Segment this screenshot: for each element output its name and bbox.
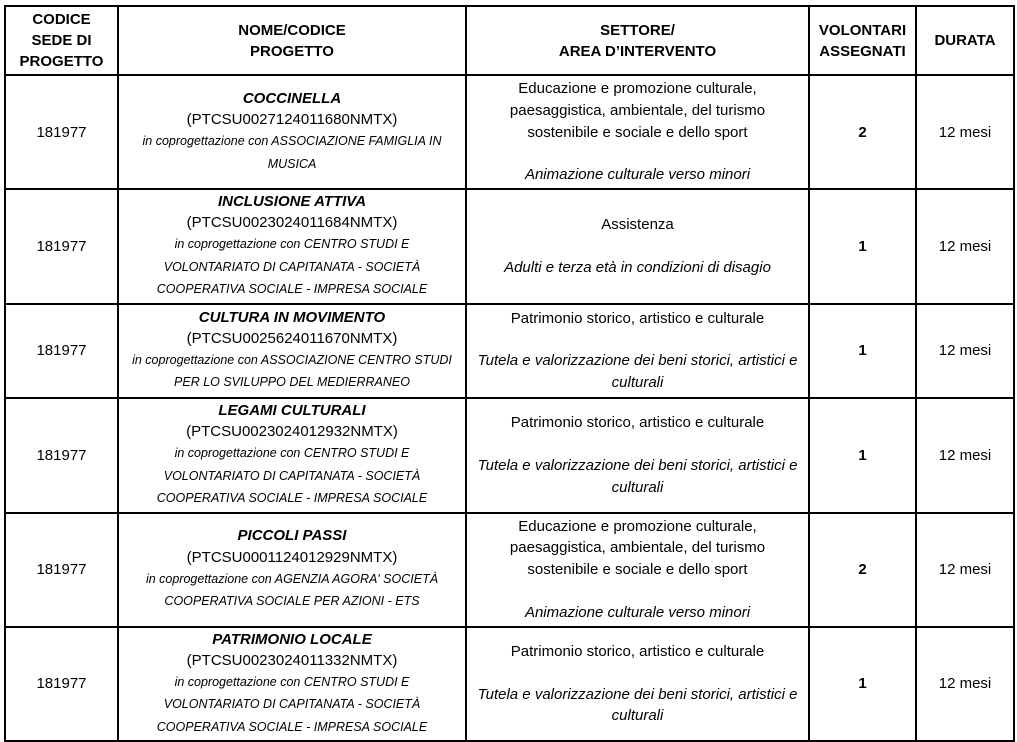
settore-text: Patrimonio storico, artistico e cultural…	[510, 414, 765, 431]
cell-durata: 12 mesi	[915, 302, 1015, 399]
header-settore-area-intervento: SETTORE/ AREA D’INTERVENTO	[465, 5, 810, 76]
cell-codice-sede: 181977	[4, 302, 119, 399]
codice-sede-value: 181977	[36, 237, 87, 255]
codice-sede-value: 181977	[36, 123, 87, 141]
area-intervento-text: Tutela e valorizzazione dei beni storici…	[477, 352, 798, 392]
project-coprogettazione: in coprogettazione con CENTRO STUDI E VO…	[156, 237, 428, 297]
cell-codice-sede: 181977	[4, 188, 119, 305]
cell-nome-progetto: INCLUSIONE ATTIVA (PTCSU0023024011684NMT…	[117, 188, 467, 305]
codice-sede-value: 181977	[36, 342, 87, 360]
codice-sede-value: 181977	[36, 561, 87, 578]
table-row: 181977 CULTURA IN MOVIMENTO (PTCSU002562…	[4, 302, 1015, 399]
cell-volontari-assegnati: 1	[808, 625, 917, 742]
project-coprogettazione: in coprogettazione con ASSOCIAZIONE CENT…	[132, 352, 452, 390]
volontari-value: 1	[858, 342, 867, 360]
project-coprogettazione: in coprogettazione con CENTRO STUDI E VO…	[156, 446, 428, 505]
project-name: COCCINELLA	[242, 89, 342, 107]
cell-durata: 12 mesi	[915, 74, 1015, 190]
projects-table-page: CODICE SEDE DI PROGETTO NOME/CODICE PROG…	[4, 5, 1015, 742]
cell-volontari-assegnati: 1	[808, 188, 917, 305]
table-row: 181977 INCLUSIONE ATTIVA (PTCSU002302401…	[4, 188, 1015, 305]
cell-nome-progetto: CULTURA IN MOVIMENTO (PTCSU0025624011670…	[117, 302, 467, 399]
cell-nome-progetto: PATRIMONIO LOCALE (PTCSU0023024011332NMT…	[117, 625, 467, 742]
header-codice-sede-progetto: CODICE SEDE DI PROGETTO	[4, 5, 119, 76]
project-code: (PTCSU0025624011670NMTX)	[186, 329, 398, 347]
cell-durata: 12 mesi	[915, 511, 1015, 628]
area-intervento-text: Animazione culturale verso minori	[524, 166, 751, 184]
project-code: (PTCSU0023024012932NMTX)	[186, 423, 398, 440]
table-row: 181977 COCCINELLA (PTCSU0027124011680NMT…	[4, 74, 1015, 190]
project-code: (PTCSU0023024011684NMTX)	[186, 214, 398, 232]
durata-value: 12 mesi	[938, 561, 992, 578]
codice-sede-value: 181977	[36, 675, 87, 693]
header-volontari-assegnati: VOLONTARI ASSEGNATI	[808, 5, 917, 76]
durata-value: 12 mesi	[938, 123, 992, 141]
settore-text: Assistenza	[601, 216, 674, 234]
volontari-value: 2	[858, 123, 867, 141]
durata-value: 12 mesi	[938, 342, 992, 360]
header-nome-codice-progetto: NOME/CODICE PROGETTO	[117, 5, 467, 76]
cell-settore-area: Educazione e promozione culturale, paesa…	[465, 74, 810, 190]
area-intervento-text: Tutela e valorizzazione dei beni storici…	[477, 685, 798, 725]
projects-table: CODICE SEDE DI PROGETTO NOME/CODICE PROG…	[4, 5, 1015, 742]
cell-settore-area: Educazione e promozione culturale, paesa…	[465, 511, 810, 628]
cell-codice-sede: 181977	[4, 396, 119, 514]
project-code: (PTCSU0023024011332NMTX)	[186, 651, 398, 669]
codice-sede-value: 181977	[36, 446, 87, 464]
project-name: PATRIMONIO LOCALE	[212, 630, 372, 648]
cell-nome-progetto: PICCOLI PASSI (PTCSU0001124012929NMTX) i…	[117, 511, 467, 628]
project-code: (PTCSU0027124011680NMTX)	[186, 111, 398, 129]
project-coprogettazione: in coprogettazione con CENTRO STUDI E VO…	[156, 674, 428, 734]
cell-settore-area: Patrimonio storico, artistico e cultural…	[465, 302, 810, 399]
cell-volontari-assegnati: 2	[808, 511, 917, 628]
cell-durata: 12 mesi	[915, 625, 1015, 742]
settore-text: Educazione e promozione culturale, paesa…	[509, 517, 766, 579]
cell-volontari-assegnati: 2	[808, 74, 917, 190]
volontari-value: 1	[858, 446, 867, 464]
area-intervento-text: Animazione culturale verso minori	[524, 603, 751, 621]
header-durata: DURATA	[915, 5, 1015, 76]
area-intervento-text: Adulti e terza età in condizioni di disa…	[504, 258, 771, 276]
settore-text: Patrimonio storico, artistico e cultural…	[510, 642, 765, 660]
cell-codice-sede: 181977	[4, 511, 119, 628]
durata-value: 12 mesi	[938, 237, 992, 255]
settore-text: Patrimonio storico, artistico e cultural…	[510, 309, 765, 327]
cell-codice-sede: 181977	[4, 625, 119, 742]
header-row: CODICE SEDE DI PROGETTO NOME/CODICE PROG…	[4, 5, 1015, 76]
cell-settore-area: Assistenza Adulti e terza età in condizi…	[465, 188, 810, 305]
cell-codice-sede: 181977	[4, 74, 119, 190]
cell-settore-area: Patrimonio storico, artistico e cultural…	[465, 625, 810, 742]
project-name: LEGAMI CULTURALI	[218, 401, 366, 419]
cell-volontari-assegnati: 1	[808, 396, 917, 514]
area-intervento-text: Tutela e valorizzazione dei beni storici…	[477, 456, 798, 496]
project-name: PICCOLI PASSI	[237, 527, 347, 545]
cell-settore-area: Patrimonio storico, artistico e cultural…	[465, 396, 810, 514]
cell-durata: 12 mesi	[915, 188, 1015, 305]
cell-nome-progetto: LEGAMI CULTURALI (PTCSU0023024012932NMTX…	[117, 396, 467, 514]
table-row: 181977 PICCOLI PASSI (PTCSU0001124012929…	[4, 511, 1015, 628]
durata-value: 12 mesi	[938, 446, 992, 464]
table-row: 181977 PATRIMONIO LOCALE (PTCSU002302401…	[4, 625, 1015, 742]
cell-durata: 12 mesi	[915, 396, 1015, 514]
project-code: (PTCSU0001124012929NMTX)	[186, 548, 398, 566]
cell-volontari-assegnati: 1	[808, 302, 917, 399]
project-coprogettazione: in coprogettazione con ASSOCIAZIONE FAMI…	[142, 134, 442, 171]
settore-text: Educazione e promozione culturale, paesa…	[509, 80, 766, 141]
durata-value: 12 mesi	[938, 675, 992, 693]
volontari-value: 2	[858, 561, 867, 578]
project-name: CULTURA IN MOVIMENTO	[198, 308, 386, 326]
table-row: 181977 LEGAMI CULTURALI (PTCSU0023024012…	[4, 396, 1015, 514]
volontari-value: 1	[858, 237, 867, 255]
project-coprogettazione: in coprogettazione con AGENZIA AGORA' SO…	[145, 571, 439, 609]
volontari-value: 1	[858, 675, 867, 693]
project-name: INCLUSIONE ATTIVA	[217, 193, 367, 210]
cell-nome-progetto: COCCINELLA (PTCSU0027124011680NMTX) in c…	[117, 74, 467, 190]
